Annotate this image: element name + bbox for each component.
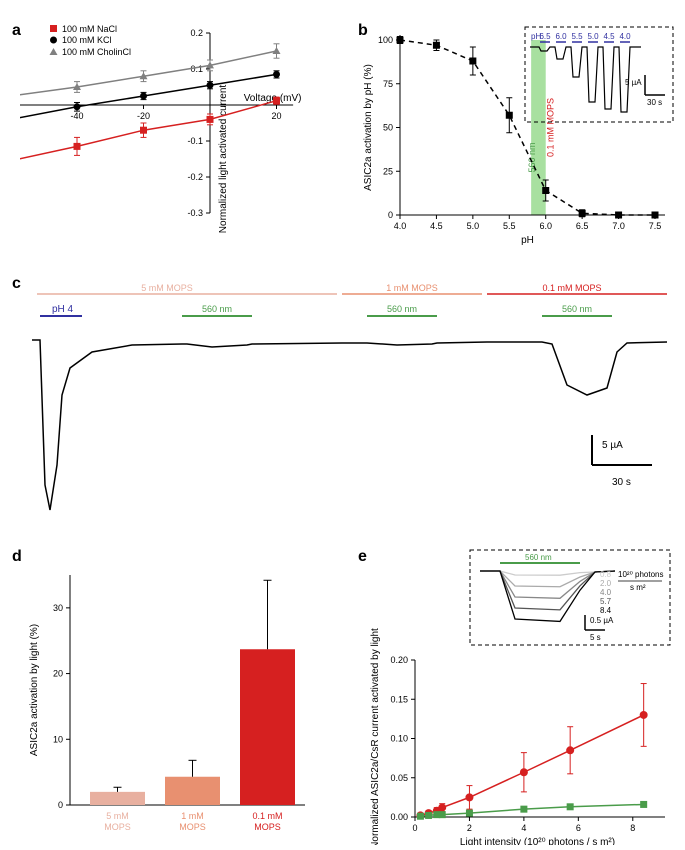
svg-text:8.4: 8.4 (600, 606, 612, 615)
svg-text:4.0: 4.0 (600, 588, 612, 597)
svg-text:0.1 mM: 0.1 mM (252, 811, 282, 821)
svg-text:MOPS: MOPS (179, 822, 206, 832)
svg-text:10²⁰ photons: 10²⁰ photons (618, 570, 663, 579)
svg-text:560 nm: 560 nm (387, 304, 417, 314)
svg-text:0.15: 0.15 (390, 694, 408, 704)
svg-text:8: 8 (630, 823, 635, 833)
svg-text:ASIC2a activation by pH (%): ASIC2a activation by pH (%) (363, 64, 374, 191)
svg-text:0.10: 0.10 (390, 734, 408, 744)
svg-text:-0.1: -0.1 (187, 136, 203, 146)
svg-text:7.5: 7.5 (649, 221, 662, 231)
panel-a-legend: 100 mM NaCl 100 mM KCl 100 mM CholinCl (50, 24, 132, 57)
svg-text:s m²: s m² (630, 583, 646, 592)
svg-text:pH: pH (521, 235, 534, 246)
svg-text:0.2: 0.2 (190, 28, 203, 38)
svg-text:5.7: 5.7 (600, 597, 612, 606)
svg-text:100: 100 (378, 35, 393, 45)
svg-text:25: 25 (383, 166, 393, 176)
svg-text:10: 10 (53, 734, 63, 744)
svg-text:100 mM KCl: 100 mM KCl (62, 35, 112, 45)
svg-text:7.0: 7.0 (612, 221, 625, 231)
svg-text:75: 75 (383, 79, 393, 89)
panel-e-chart: 560 nm 0.82.04.05.78.4 10²⁰ photons s m²… (360, 545, 680, 845)
panel-d-chart: 0 10 20 30 ASIC2a activation by light (%) 5 m… (15, 555, 325, 845)
svg-text:4.5: 4.5 (603, 32, 615, 41)
svg-text:0: 0 (412, 823, 417, 833)
svg-text:100 mM NaCl: 100 mM NaCl (62, 24, 117, 34)
svg-text:5 mM MOPS: 5 mM MOPS (141, 283, 193, 293)
svg-text:6.0: 6.0 (539, 221, 552, 231)
svg-text:-0.2: -0.2 (187, 172, 203, 182)
svg-text:2.0: 2.0 (600, 579, 612, 588)
svg-text:5 µA: 5 µA (625, 78, 642, 87)
svg-text:6.5: 6.5 (576, 221, 589, 231)
svg-text:4.0: 4.0 (619, 32, 631, 41)
svg-text:ASIC2a activation by light (%): ASIC2a activation by light (%) (29, 624, 40, 756)
panel-e-plot-area: 0 2 4 6 8 0.00 0.05 0.10 0.15 0.20 Light intensity… (370, 628, 665, 845)
svg-text:5 mM: 5 mM (106, 811, 129, 821)
svg-text:5 s: 5 s (590, 633, 601, 642)
panel-a-chart: 100 mM NaCl 100 mM KCl 100 mM CholinCl -… (20, 15, 340, 250)
svg-text:30 s: 30 s (612, 477, 631, 488)
svg-text:5.5: 5.5 (503, 221, 516, 231)
panel-c-chart: 5 mM MOPS 1 mM MOPS 0.1 mM MOPS pH 4 560… (12, 280, 677, 530)
svg-text:5 µA: 5 µA (602, 440, 623, 451)
svg-text:0: 0 (58, 800, 63, 810)
svg-text:5.5: 5.5 (571, 32, 583, 41)
svg-text:Light intensity (10²⁰ photons: Light intensity (10²⁰ photons / s m²) (460, 837, 615, 845)
svg-text:Normalized light activated cur: Normalized light activated current (218, 85, 229, 234)
svg-text:0.1 mM MOPS: 0.1 mM MOPS (546, 98, 556, 157)
svg-text:6: 6 (576, 823, 581, 833)
svg-text:50: 50 (383, 123, 393, 133)
svg-text:0.05: 0.05 (390, 773, 408, 783)
svg-text:5.0: 5.0 (587, 32, 599, 41)
svg-text:2: 2 (467, 823, 472, 833)
svg-text:1 mM: 1 mM (181, 811, 204, 821)
svg-text:-20: -20 (137, 111, 150, 121)
panel-a-plot-area: -60-40-2020-0.3-0.2-0.10.10.2Voltage (mV… (20, 28, 301, 233)
svg-text:MOPS: MOPS (254, 822, 281, 832)
svg-text:30: 30 (53, 603, 63, 613)
panel-b-chart: 560 nm0.1 mM MOPS4.04.55.05.56.06.57.07.… (355, 15, 685, 260)
svg-text:4: 4 (521, 823, 526, 833)
svg-text:0: 0 (388, 210, 393, 220)
svg-text:0.1 mM MOPS: 0.1 mM MOPS (542, 283, 601, 293)
svg-text:560 nm: 560 nm (562, 304, 592, 314)
svg-text:6.0: 6.0 (555, 32, 567, 41)
svg-text:100 mM CholinCl: 100 mM CholinCl (62, 47, 131, 57)
svg-text:-40: -40 (70, 111, 83, 121)
svg-text:0.8: 0.8 (600, 570, 612, 579)
panel-c-trace (32, 340, 667, 510)
svg-text:4.5: 4.5 (430, 221, 443, 231)
panel-e-inset: 560 nm 0.82.04.05.78.4 10²⁰ photons s m²… (470, 550, 670, 645)
svg-text:0.00: 0.00 (390, 812, 408, 822)
svg-text:20: 20 (271, 111, 281, 121)
svg-text:-0.3: -0.3 (187, 208, 203, 218)
svg-text:4.0: 4.0 (394, 221, 407, 231)
svg-text:pH 4: pH 4 (52, 304, 74, 315)
svg-text:Normalized ASIC2a/CsR current: Normalized ASIC2a/CsR current activated … (370, 628, 381, 845)
svg-text:0.20: 0.20 (390, 655, 408, 665)
svg-text:20: 20 (53, 669, 63, 679)
svg-text:1 mM MOPS: 1 mM MOPS (386, 283, 438, 293)
svg-text:MOPS: MOPS (104, 822, 131, 832)
panel-d-plot-area: 0 10 20 30 ASIC2a activation by light (%) 5 m… (29, 575, 305, 832)
svg-text:5.0: 5.0 (467, 221, 480, 231)
svg-text:30 s: 30 s (647, 98, 662, 107)
svg-text:560 nm: 560 nm (202, 304, 232, 314)
svg-text:0.5 µA: 0.5 µA (590, 616, 614, 625)
svg-text:6.5: 6.5 (539, 32, 551, 41)
svg-text:560 nm: 560 nm (525, 553, 552, 562)
